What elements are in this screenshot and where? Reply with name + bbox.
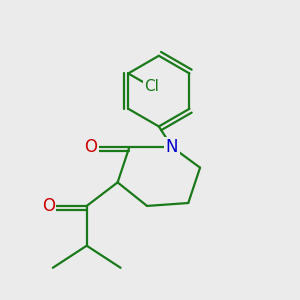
Text: N: N (166, 138, 178, 156)
Text: O: O (42, 197, 55, 215)
Text: O: O (85, 138, 98, 156)
Text: Cl: Cl (144, 79, 159, 94)
